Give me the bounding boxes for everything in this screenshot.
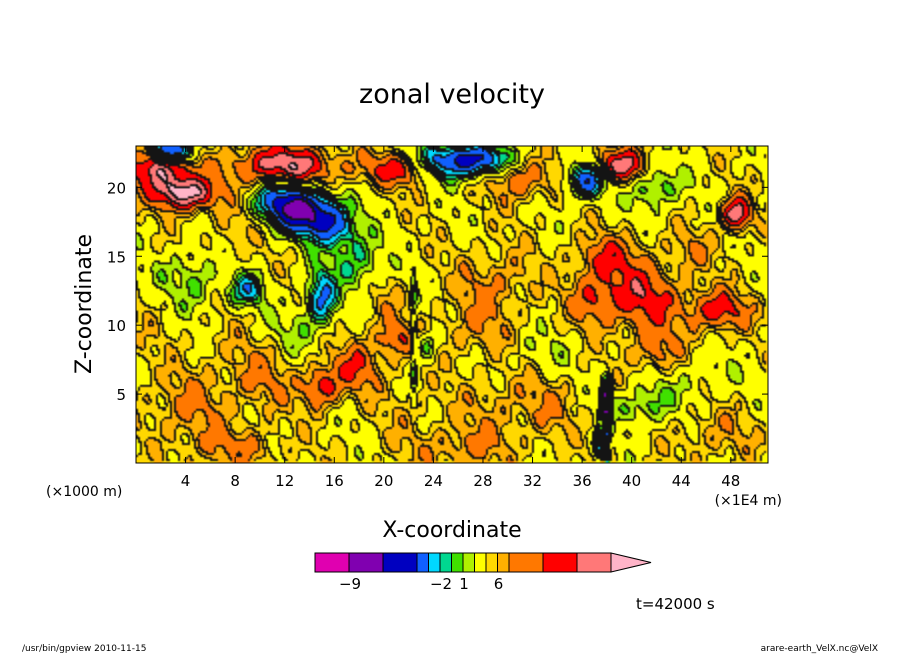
colorbar-box (542, 552, 578, 573)
y-ticks: 5 10 15 20 (107, 179, 768, 404)
colorbar-box (508, 552, 544, 573)
y-tick-label-1: 10 (107, 317, 126, 335)
x-tick-label-9: 40 (622, 472, 641, 490)
program-stamp: /usr/bin/gpview 2010-11-15 (22, 644, 146, 654)
colorbar-tick-label-1: −2 (430, 575, 452, 593)
colorbar-box (474, 552, 487, 573)
y-tick-label-3: 20 (107, 179, 126, 197)
colorbar-extend-arrow (610, 552, 652, 573)
colorbar-tick-label-3: 6 (494, 575, 504, 593)
plot-frame (135, 145, 769, 464)
colorbar-box (462, 552, 475, 573)
x-axis-label: X-coordinate (382, 518, 521, 543)
x-tick-label-10: 44 (672, 472, 691, 490)
file-stamp: arare-earth_VelX.nc@VelX (761, 644, 878, 654)
colorbar-box (485, 552, 498, 573)
x-tick-label-5: 24 (424, 472, 443, 490)
y-tick-label-2: 15 (107, 248, 126, 266)
x-tick-label-3: 16 (325, 472, 344, 490)
colorbar-box (451, 552, 464, 573)
x-tick-label-6: 28 (473, 472, 492, 490)
time-label: t=42000 s (636, 595, 715, 613)
x-tick-label-2: 12 (275, 472, 294, 490)
x-tick-label-1: 8 (230, 472, 240, 490)
x-tick-label-0: 4 (181, 472, 191, 490)
colorbar-box (428, 552, 441, 573)
y-axis-label: Z-coordinate (72, 234, 97, 374)
colorbar-box (382, 552, 418, 573)
x-tick-label-4: 20 (374, 472, 393, 490)
colorbar-box (576, 552, 612, 573)
x-ticks: 4 8 12 16 20 24 28 32 36 40 44 48 (181, 146, 740, 490)
x-tick-label-7: 32 (523, 472, 542, 490)
colorbar-tick-label-2: 1 (459, 575, 469, 593)
colorbar-box (348, 552, 384, 573)
colorbar: −9 −2 1 6 (314, 552, 652, 593)
x-unit-right: (×1E4 m) (715, 493, 782, 509)
colorbar-box (439, 552, 452, 573)
velocity-field-heatmap (136, 146, 768, 463)
x-unit-left: (×1000 m) (46, 484, 122, 500)
colorbar-box (314, 552, 350, 573)
chart-title: zonal velocity (359, 79, 545, 110)
colorbar-tick-label-0: −9 (339, 575, 361, 593)
y-tick-label-0: 5 (116, 386, 126, 404)
colorbar-box (497, 552, 510, 573)
x-tick-label-8: 36 (573, 472, 592, 490)
x-tick-label-11: 48 (721, 472, 740, 490)
colorbar-box (416, 552, 429, 573)
